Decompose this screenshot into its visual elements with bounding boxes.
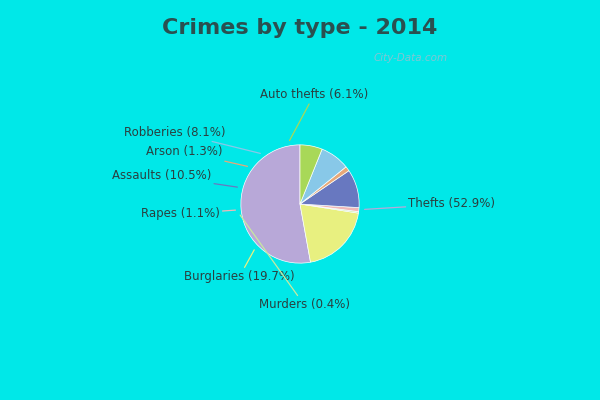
Wedge shape [300, 204, 359, 212]
Text: Murders (0.4%): Murders (0.4%) [240, 215, 350, 311]
Wedge shape [300, 145, 322, 204]
Text: Robberies (8.1%): Robberies (8.1%) [124, 126, 260, 154]
Wedge shape [300, 204, 359, 213]
Text: Crimes by type - 2014: Crimes by type - 2014 [163, 18, 437, 38]
Wedge shape [300, 167, 349, 204]
Text: Assaults (10.5%): Assaults (10.5%) [112, 169, 238, 187]
Text: Arson (1.3%): Arson (1.3%) [146, 146, 247, 166]
Text: Thefts (52.9%): Thefts (52.9%) [365, 198, 496, 210]
Wedge shape [300, 204, 358, 262]
Text: City-Data.com: City-Data.com [374, 53, 448, 63]
Text: Auto thefts (6.1%): Auto thefts (6.1%) [260, 88, 368, 140]
Wedge shape [300, 149, 346, 204]
Text: Burglaries (19.7%): Burglaries (19.7%) [184, 250, 295, 283]
Wedge shape [241, 145, 311, 263]
Text: Rapes (1.1%): Rapes (1.1%) [141, 207, 235, 220]
Wedge shape [300, 171, 359, 208]
